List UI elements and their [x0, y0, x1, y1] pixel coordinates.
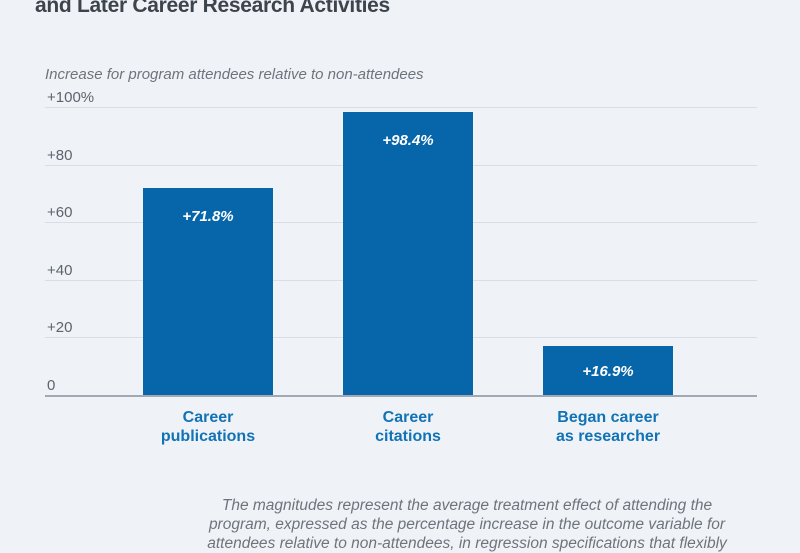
chart-footnote: The magnitudes represent the average tre…: [147, 496, 787, 553]
x-axis-baseline: [45, 395, 757, 397]
category-label-line: Career: [382, 409, 434, 426]
category-label-line: as researcher: [555, 428, 661, 445]
category-label-line: Began career: [557, 409, 659, 426]
bar: +98.4%: [343, 111, 473, 395]
y-tick-label: 0: [47, 377, 56, 394]
y-tick-label: +20: [47, 319, 73, 337]
category-label: Began career as researcher: [518, 408, 698, 446]
y-tick-label: +100%: [47, 89, 95, 106]
y-tick-label: +60: [47, 204, 73, 222]
gridline: [45, 107, 757, 108]
category-label: Career citations: [318, 408, 498, 446]
bar-value-label: +98.4%: [382, 131, 434, 149]
category-label-line: Career: [182, 409, 234, 426]
footnote-line: program, expressed as the percentage inc…: [208, 516, 726, 533]
bar-value-label: +16.9%: [582, 362, 634, 380]
footnote-line: attendees relative to non-attendees, in …: [207, 535, 727, 552]
bar-value-label: +71.8%: [182, 208, 234, 226]
page-title: and Later Career Research Activities: [35, 0, 390, 17]
category-label-line: publications: [160, 428, 256, 445]
bar: +71.8%: [143, 188, 273, 395]
category-label-line: citations: [375, 428, 441, 445]
bar: +16.9%: [543, 346, 673, 395]
category-label: Career publications: [118, 408, 298, 446]
footnote-line: The magnitudes represent the average tre…: [221, 497, 713, 514]
chart-subtitle: Increase for program attendees relative …: [45, 66, 424, 83]
y-tick-label: +40: [47, 261, 73, 279]
y-tick-label: +80: [47, 146, 73, 164]
